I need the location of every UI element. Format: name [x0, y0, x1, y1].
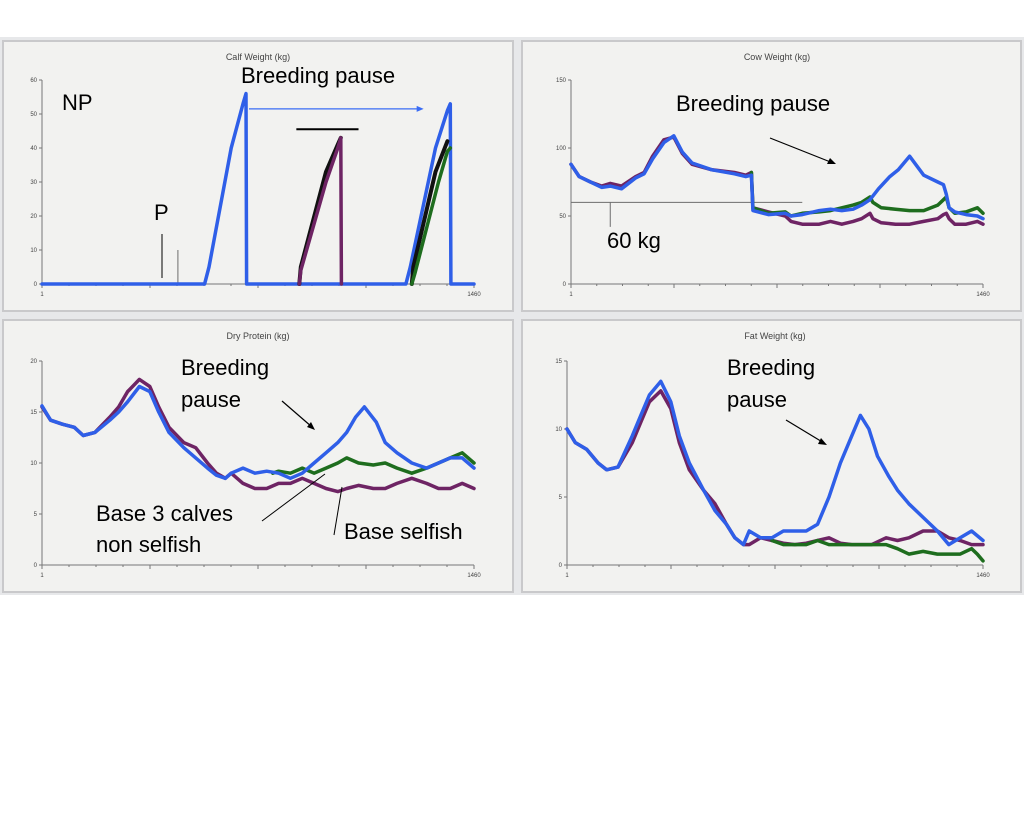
cow-y-tick-label: 150	[556, 78, 567, 84]
dry-protein-panel: Dry Protein (kg) 0 5 10 15 20 1 1460	[2, 319, 514, 593]
protein-y-tick-label: 15	[30, 410, 37, 416]
annotation-p: P	[154, 200, 169, 225]
annotation-breeding-pause-protein-line2: pause	[181, 387, 241, 412]
calf-x-tick-label-end: 1460	[467, 292, 481, 298]
annotation-breeding-pause-calf: Breeding pause	[241, 63, 396, 88]
fat-y-tick-label: 0	[559, 563, 563, 569]
cow-chart-title: Cow Weight (kg)	[744, 52, 810, 62]
cow-x-tick-label-start: 1	[569, 292, 573, 298]
calf-chart-title: Calf Weight (kg)	[226, 52, 290, 62]
calf-y-tick-label: 20	[30, 214, 37, 220]
protein-chart-title: Dry Protein (kg)	[226, 331, 289, 341]
annotation-np: NP	[62, 90, 93, 115]
cow-y-tick-label: 50	[559, 214, 566, 220]
cow-y-tick-label: 100	[556, 146, 567, 152]
fat-series-green-1	[770, 538, 985, 563]
calf-y-tick-label: 0	[34, 282, 38, 288]
calf-y-tick-label: 50	[30, 112, 37, 118]
calf-y-tick-label: 40	[30, 146, 37, 152]
protein-y-tick-label: 5	[34, 512, 38, 518]
calf-series-purple-2	[297, 136, 344, 286]
calf-series-blue-0	[40, 91, 476, 286]
protein-y-tick-label: 20	[30, 359, 37, 365]
cow-series-green-1	[749, 170, 985, 218]
protein-x-tick-label-start: 1	[40, 573, 44, 579]
fat-weight-panel: Fat Weight (kg) 0 5 10 15 1 1460	[521, 319, 1022, 593]
cow-x-tick-label-end: 1460	[976, 292, 990, 298]
annotation-breeding-pause-fat-line2: pause	[727, 387, 787, 412]
protein-series-purple-0	[40, 377, 476, 494]
protein-x-tick-label-end: 1460	[467, 573, 481, 579]
annotation-base-selfish: Base selfish	[344, 519, 463, 544]
fat-y-tick-label: 15	[555, 359, 562, 365]
fat-x-tick-label-start: 1	[565, 573, 569, 579]
fat-y-tick-label: 10	[555, 427, 562, 433]
protein-series-green-1	[270, 451, 476, 475]
annotation-base-3-calves-line1: Base 3 calves	[96, 501, 233, 526]
annotation-base-3-calves-line2: non selfish	[96, 532, 202, 557]
calf-arrow-head-0	[416, 105, 424, 112]
protein-chart-svg: Dry Protein (kg) 0 5 10 15 20 1 1460	[30, 331, 481, 579]
protein-y-tick-label: 10	[30, 461, 37, 467]
annotation-breeding-pause-protein-line1: Breeding	[181, 355, 270, 380]
annotation-60kg: 60 kg	[607, 228, 661, 253]
calf-chart-svg: Calf Weight (kg) 0 10 20 30 40 50 60 1 1460	[30, 52, 481, 298]
calf-series-green-4	[410, 146, 453, 286]
protein-series-blue-2	[40, 384, 476, 481]
protein-y-tick-label: 0	[34, 563, 38, 569]
calf-x-tick-label-start: 1	[40, 292, 44, 298]
calf-y-tick-label: 30	[30, 180, 37, 186]
fat-x-tick-label-end: 1460	[976, 573, 990, 579]
calf-y-tick-label: 60	[30, 78, 37, 84]
annotation-breeding-pause-fat-line1: Breeding	[727, 355, 816, 380]
chart-photo: Calf Weight (kg) 0 10 20 30 40 50 60 1 1460 Cow W…	[0, 37, 1024, 595]
cow-y-tick-label: 0	[563, 282, 567, 288]
fat-series-blue-2	[565, 379, 985, 547]
annotation-breeding-pause-cow: Breeding pause	[676, 91, 831, 116]
calf-weight-panel: Calf Weight (kg) 0 10 20 30 40 50 60 1 1460	[2, 40, 514, 312]
cow-chart-svg: Cow Weight (kg) 0 50 100 150 1 1460	[556, 52, 990, 298]
fat-chart-title: Fat Weight (kg)	[744, 331, 805, 341]
cow-weight-panel: Cow Weight (kg) 0 50 100 150 1 1460	[521, 40, 1022, 312]
calf-y-tick-label: 10	[30, 248, 37, 254]
fat-chart-svg: Fat Weight (kg) 0 5 10 15 1 1460	[555, 331, 990, 579]
fat-y-tick-label: 5	[559, 495, 563, 501]
cow-series-blue-2	[569, 134, 985, 221]
